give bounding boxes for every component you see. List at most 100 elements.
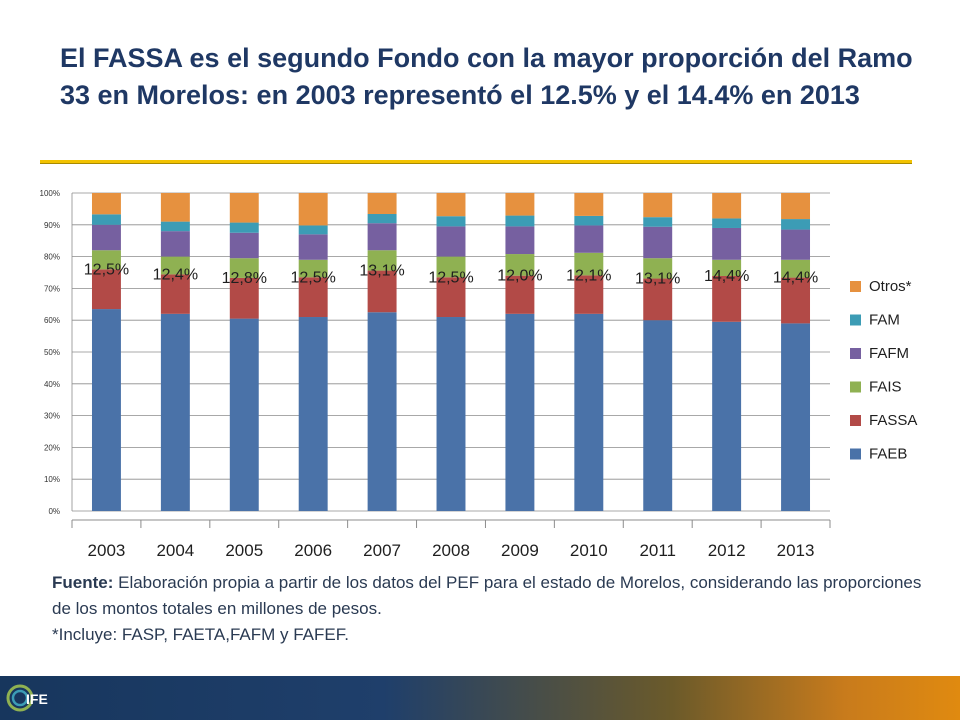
bar-segment-fafm — [298, 234, 328, 260]
bar-segment-fais — [643, 258, 673, 279]
bar-segment-fam — [781, 219, 811, 230]
legend-label: FAFM — [869, 345, 909, 362]
y-tick-label: 30% — [44, 412, 60, 421]
x-tick-label: 2012 — [708, 541, 746, 560]
bar-segment-fafm — [574, 225, 604, 253]
bar-segment-faeb — [91, 309, 121, 511]
data-label-fassa: 12,1% — [566, 267, 611, 284]
x-tick-label: 2010 — [570, 541, 608, 560]
legend-label: FAM — [869, 312, 900, 329]
bar-segment-otros — [229, 193, 259, 223]
bar-segment-fafm — [91, 224, 121, 251]
bar-segment-fais — [160, 256, 190, 275]
bar-segment-faeb — [643, 320, 673, 511]
bar-segment-otros — [160, 193, 190, 222]
chart-bars — [91, 193, 811, 511]
x-tick-label: 2003 — [88, 541, 126, 560]
source-body: Elaboración propia a partir de los datos… — [52, 573, 922, 618]
y-tick-label: 70% — [44, 284, 60, 293]
source-note: Fuente: Elaboración propia a partir de l… — [52, 570, 932, 648]
bar-segment-otros — [436, 193, 466, 217]
bar-segment-fafm — [229, 232, 259, 259]
y-axis-ticks: 0% 10% 20% 30% 40% 50% 60% 70% 80% 90% 100% — [40, 189, 60, 516]
bar-segment-fam — [712, 218, 742, 228]
bar-segment-faeb — [574, 313, 604, 511]
bar-segment-fafm — [712, 227, 742, 260]
bar-segment-fais — [229, 258, 259, 278]
data-label-fassa: 12,0% — [497, 268, 542, 285]
bar-segment-fafm — [643, 226, 673, 259]
y-tick-label: 80% — [44, 253, 60, 262]
y-tick-label: 50% — [44, 348, 60, 357]
title-underline — [40, 160, 912, 164]
logo-text: IFE — [26, 691, 48, 707]
source-text: Fuente: Elaboración propia a partir de l… — [52, 570, 932, 622]
bar-segment-fafm — [505, 226, 535, 255]
bar-segment-fassa — [574, 275, 604, 314]
y-tick-label: 60% — [44, 316, 60, 325]
bar-segment-fais — [91, 250, 121, 270]
bar-segment-fais — [574, 252, 604, 276]
bar-segment-fafm — [367, 223, 397, 251]
legend-swatch — [850, 314, 861, 326]
footnote: *Incluye: FASP, FAETA,FAFM y FAFEF. — [52, 625, 349, 644]
legend-swatch — [850, 348, 861, 359]
bar-segment-faeb — [712, 321, 742, 511]
y-tick-label: 0% — [48, 507, 60, 516]
bar-segment-fassa — [91, 269, 121, 310]
bar-segment-fassa — [712, 275, 742, 322]
legend-swatch — [850, 381, 861, 393]
x-tick-label: 2007 — [363, 541, 401, 560]
data-label-fassa: 13,1% — [359, 263, 404, 280]
bar-segment-faeb — [781, 323, 811, 511]
data-label-fassa: 12,5% — [84, 261, 129, 278]
x-tick-label: 2005 — [225, 541, 263, 560]
x-tick-label: 2006 — [294, 541, 332, 560]
x-tick-label: 2011 — [639, 541, 676, 560]
source-label: Fuente: — [52, 573, 114, 592]
bar-segment-faeb — [229, 318, 259, 511]
y-tick-label: 20% — [44, 443, 60, 452]
bar-segment-fam — [367, 213, 397, 224]
y-tick-label: 10% — [44, 475, 60, 484]
bar-segment-fam — [91, 214, 121, 225]
bar-segment-fassa — [367, 270, 397, 313]
bar-segment-otros — [505, 193, 535, 216]
bar-segment-fam — [505, 215, 535, 227]
legend-label: Otros* — [869, 278, 912, 295]
bar-segment-fassa — [643, 278, 673, 321]
x-tick-label: 2013 — [777, 541, 815, 560]
bar-segment-otros — [643, 193, 673, 218]
bar-segment-fais — [436, 256, 466, 278]
bar-segment-fassa — [229, 277, 259, 319]
bar-segment-otros — [574, 193, 604, 216]
x-tick-label: 2009 — [501, 541, 539, 560]
legend-label: FAIS — [869, 379, 902, 396]
bar-segment-fam — [298, 225, 328, 235]
data-label-fassa: 12,4% — [153, 266, 198, 283]
bar-segment-otros — [298, 193, 328, 226]
data-label-fassa: 12,8% — [222, 270, 267, 287]
chart-legend: Otros* FAM FAFM FAIS FASSA FAEB — [850, 278, 917, 463]
x-tick-label: 2004 — [156, 541, 194, 560]
y-tick-label: 90% — [44, 221, 60, 230]
x-tick-label: 2008 — [432, 541, 470, 560]
bar-segment-fam — [643, 217, 673, 227]
bar-segment-otros — [367, 193, 397, 214]
bar-segment-fais — [298, 259, 328, 278]
data-label-fassa: 14,4% — [773, 270, 818, 287]
legend-label: FASSA — [869, 412, 917, 429]
legend-swatch — [850, 281, 861, 292]
y-tick-label: 40% — [44, 380, 60, 389]
bar-segment-faeb — [298, 317, 328, 511]
bar-segment-fais — [505, 254, 535, 276]
legend-swatch — [850, 415, 861, 426]
bar-segment-faeb — [436, 317, 466, 511]
legend-swatch — [850, 448, 861, 460]
bar-segment-otros — [91, 193, 121, 215]
bar-segment-otros — [712, 193, 742, 219]
data-label-fassa: 13,1% — [635, 271, 680, 288]
footer-band — [0, 676, 960, 720]
bar-segment-fam — [436, 216, 466, 227]
bar-segment-otros — [781, 193, 811, 220]
